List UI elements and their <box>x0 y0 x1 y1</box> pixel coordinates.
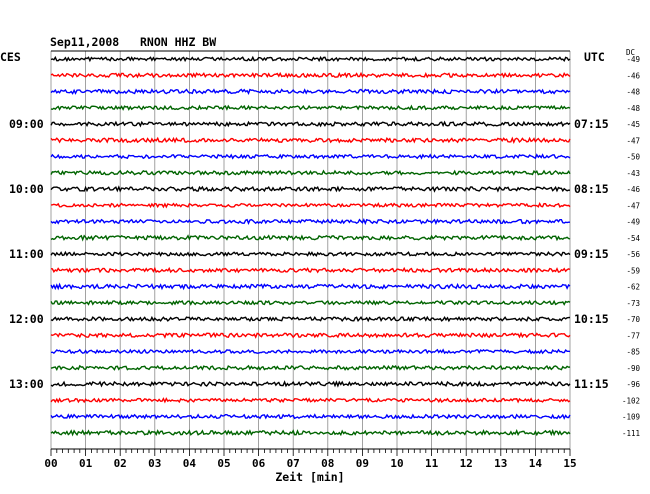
x-axis-title: Zeit [min] <box>275 470 344 484</box>
x-tick-label: 12 <box>460 457 473 470</box>
trace-line-row-20 <box>50 364 571 371</box>
dc-offset-label: -109 <box>622 413 640 422</box>
x-tick-label: 07 <box>287 457 300 470</box>
dc-offset-label: -47 <box>626 136 640 145</box>
dc-offset-label: -45 <box>626 120 640 129</box>
plot-grid <box>50 50 571 456</box>
x-tick-label: 08 <box>321 457 334 470</box>
x-tick-label: 09 <box>356 457 369 470</box>
trace-line-row-24 <box>50 428 571 437</box>
right-hour-label: 10:15 <box>574 312 609 326</box>
dc-offset-label: -102 <box>622 396 640 405</box>
trace-line-row-22 <box>50 397 571 404</box>
left-hour-label: 09:00 <box>9 117 44 131</box>
dc-offset-label: -47 <box>626 201 640 210</box>
x-tick-label: 02 <box>114 457 127 470</box>
trace-line-row-18 <box>50 331 571 339</box>
trace-line-row-23 <box>50 413 571 420</box>
right-hour-label: 11:15 <box>574 377 609 391</box>
x-tick-label: 15 <box>563 457 576 470</box>
dc-offset-label: -43 <box>626 169 640 178</box>
dc-offset-label: -48 <box>626 88 640 97</box>
trace-line-row-21 <box>50 380 571 388</box>
header-date: Sep11,2008 <box>50 35 119 49</box>
trace-line-row-2 <box>50 71 571 79</box>
left-hour-label: 13:00 <box>9 377 44 391</box>
dc-offset-label: -49 <box>626 55 640 64</box>
dc-offset-label: -50 <box>626 153 640 162</box>
trace-line-row-13 <box>50 250 571 258</box>
trace-line-row-5 <box>50 120 571 128</box>
x-tick-label: 06 <box>252 457 266 470</box>
dc-offset-label: -90 <box>626 364 640 373</box>
dc-offset-label: -46 <box>626 71 640 80</box>
dc-offset-label: -111 <box>622 429 640 438</box>
dc-offset-label: -73 <box>626 299 640 308</box>
x-tick-label: 04 <box>183 457 197 470</box>
trace-line-row-1 <box>50 55 571 63</box>
dc-offset-label: -62 <box>626 283 640 292</box>
right-hour-label: 09:15 <box>574 247 609 261</box>
right-zone-label: UTC <box>584 50 605 64</box>
trace-line-row-11 <box>50 217 570 226</box>
trace-line-row-3 <box>50 88 571 95</box>
dc-offset-label: -54 <box>626 234 640 243</box>
trace-line-row-7 <box>50 153 571 160</box>
x-tick-label: 01 <box>79 457 93 470</box>
x-tick-label: 13 <box>494 457 507 470</box>
trace-line-row-6 <box>50 136 571 144</box>
left-hour-label: 11:00 <box>9 247 44 261</box>
x-tick-label: 11 <box>425 457 439 470</box>
trace-line-row-14 <box>50 266 571 274</box>
trace-line-row-19 <box>50 348 571 355</box>
right-hour-label: 07:15 <box>574 117 609 131</box>
dc-offset-label: -85 <box>626 348 640 357</box>
dc-offset-label: -70 <box>626 315 640 324</box>
trace-line-row-16 <box>50 299 571 306</box>
right-hour-label: 08:15 <box>574 182 609 196</box>
dc-offset-label: -48 <box>626 104 640 113</box>
trace-line-row-10 <box>50 201 571 209</box>
dc-label: DC <box>626 48 635 57</box>
dc-offset-label: -56 <box>626 250 640 259</box>
trace-line-row-17 <box>50 315 571 323</box>
x-tick-label: 05 <box>217 457 230 470</box>
dc-offset-label: -59 <box>626 266 640 275</box>
x-tick-label: 00 <box>44 457 57 470</box>
x-tick-label: 03 <box>148 457 161 470</box>
dc-offset-label: -77 <box>626 331 640 340</box>
trace-line-row-4 <box>50 104 571 111</box>
left-zone-label: CES <box>0 50 21 64</box>
trace-line-row-8 <box>50 169 571 176</box>
axis-labels: 00 01 02 03 04 05 06 07 08 09 10 11 12 13 14 15 -49 -46 -4… <box>9 55 640 470</box>
left-hour-label: 12:00 <box>9 312 44 326</box>
header-station: RNON HHZ BW <box>140 35 216 49</box>
dc-offset-label: -96 <box>626 380 640 389</box>
trace-lines <box>50 55 571 437</box>
trace-line-row-9 <box>50 185 570 193</box>
dc-offset-label: -46 <box>626 185 640 194</box>
x-tick-label: 10 <box>390 457 403 470</box>
left-hour-label: 10:00 <box>9 182 44 196</box>
dc-offset-label: -49 <box>626 218 640 227</box>
x-tick-label: 14 <box>529 457 543 470</box>
trace-line-row-12 <box>50 234 571 242</box>
trace-line-row-15 <box>50 282 571 291</box>
